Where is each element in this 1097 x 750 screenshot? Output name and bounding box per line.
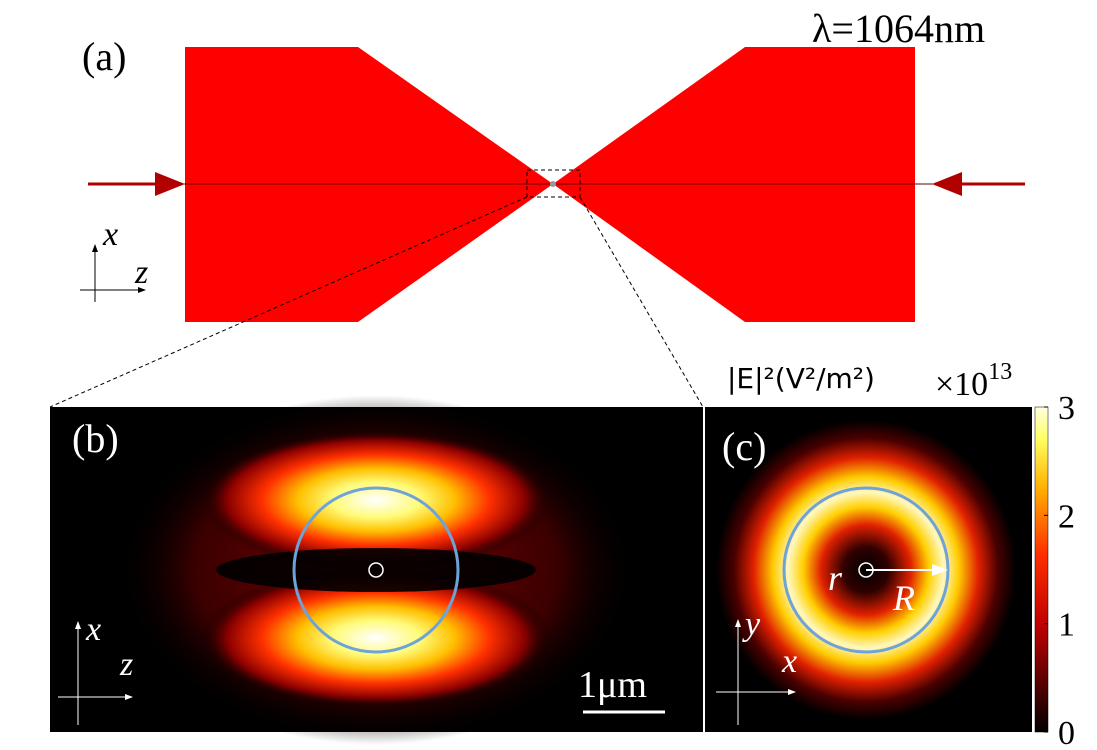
zoom-box: [526, 169, 581, 198]
zoom-line: [49, 196, 528, 408]
trap-circle: [782, 486, 950, 654]
particle: [550, 181, 556, 187]
colorbar-tick-label: 3: [1058, 390, 1075, 427]
radius-label: R: [892, 578, 915, 618]
axis-label: x: [781, 643, 797, 680]
colorbar-multiplier: ×1013: [935, 359, 1012, 403]
colorbar-tick-label: 2: [1058, 498, 1075, 535]
colorbar-tick-label: 1: [1058, 607, 1075, 644]
colorbar-tick-label: 0: [1058, 715, 1075, 750]
scale-bar-label: 1μm: [578, 664, 647, 706]
trap-circle: [292, 486, 460, 654]
panel-label: (c): [722, 424, 766, 469]
colorbar: [1034, 406, 1049, 733]
axis-label: x: [85, 611, 101, 648]
exponent: 13: [988, 359, 1012, 385]
axis-label: x: [102, 216, 118, 253]
field-lobe: [201, 568, 551, 708]
radius-label: r: [828, 558, 843, 598]
field-lobe: [201, 430, 551, 570]
wavelength: λ=1064nm: [812, 6, 985, 51]
axis-label: z: [134, 254, 148, 291]
axis-label: z: [119, 646, 133, 683]
axis-label: y: [742, 606, 761, 643]
colorbar-label: |E|²(V²/m²): [727, 362, 875, 395]
field-node: [216, 548, 536, 592]
panel-label: (a): [82, 34, 126, 79]
particle: [368, 562, 384, 578]
panel-label: (b): [72, 416, 119, 461]
multiplier: ×10: [935, 366, 988, 403]
zoom-line: [579, 196, 704, 408]
